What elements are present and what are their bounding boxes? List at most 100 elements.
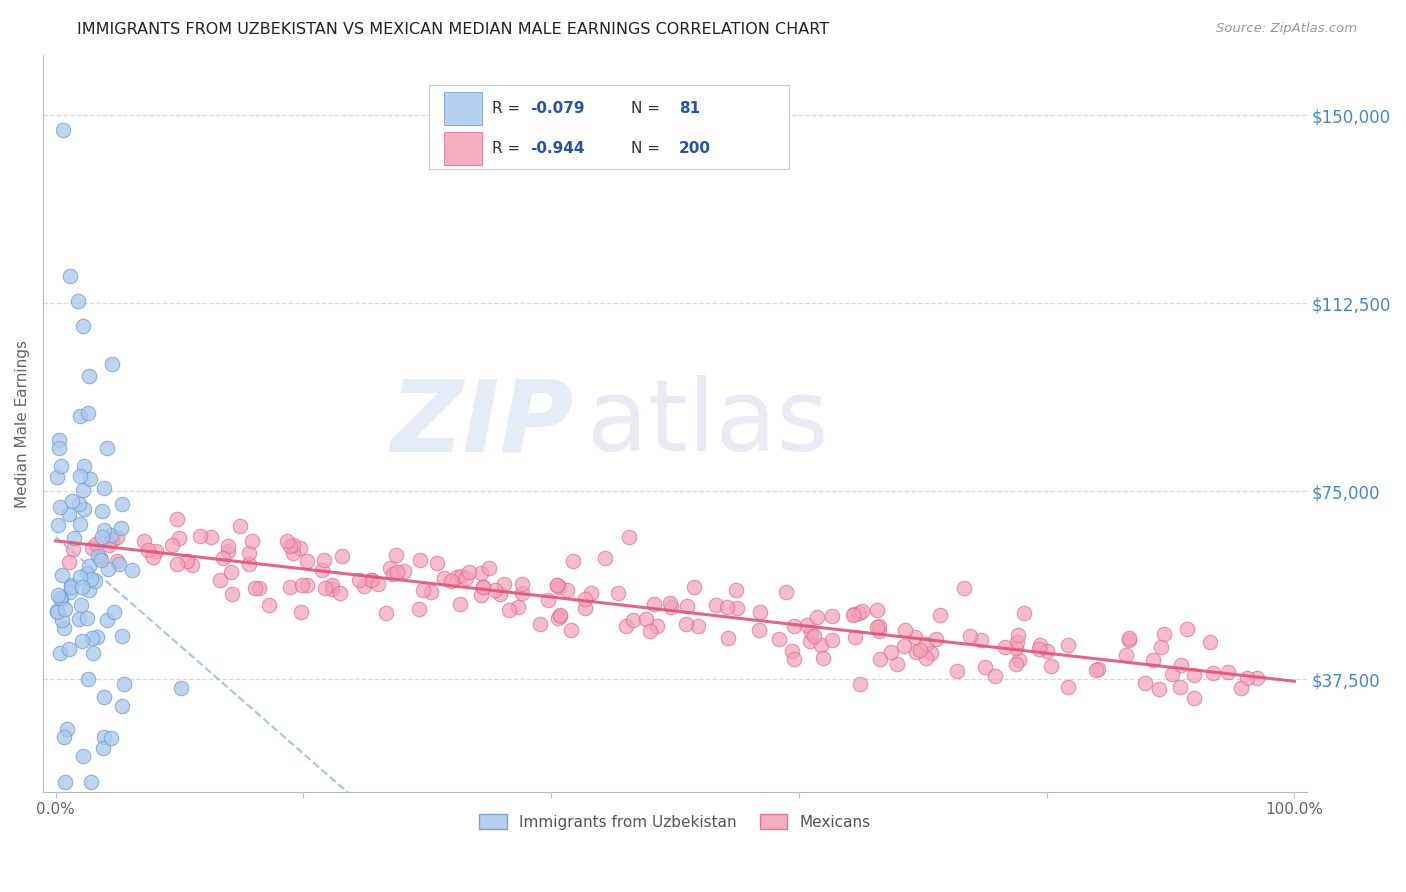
Point	[546, 578, 568, 592]
Point	[844, 630, 866, 644]
Point	[101, 533, 124, 547]
Point	[1236, 671, 1258, 685]
Point	[321, 578, 343, 592]
Point	[97, 562, 120, 576]
Point	[529, 617, 551, 632]
Point	[800, 624, 823, 639]
Point	[659, 599, 682, 614]
Point	[412, 582, 434, 597]
Point	[73, 458, 96, 473]
Point	[91, 740, 114, 755]
Point	[593, 550, 616, 565]
Point	[634, 612, 657, 626]
Point	[974, 659, 997, 673]
Point	[166, 558, 188, 572]
Point	[1142, 653, 1164, 667]
Point	[449, 597, 471, 611]
Point	[93, 481, 115, 495]
Point	[46, 517, 69, 532]
Point	[103, 605, 125, 619]
Point	[1229, 681, 1251, 696]
Point	[1118, 633, 1140, 648]
Point	[910, 643, 932, 657]
Point	[492, 577, 515, 591]
Point	[89, 551, 111, 566]
Point	[548, 608, 571, 623]
Point	[52, 621, 75, 635]
Point	[548, 580, 571, 594]
Point	[347, 573, 370, 587]
Point	[297, 578, 319, 592]
Point	[1012, 606, 1035, 620]
Point	[111, 699, 134, 714]
Point	[70, 580, 93, 594]
Point	[53, 601, 76, 615]
Point	[45, 470, 67, 484]
Point	[1118, 631, 1140, 645]
Point	[1005, 641, 1028, 656]
Point	[433, 571, 456, 585]
Point	[614, 619, 637, 633]
Point	[90, 553, 112, 567]
Text: IMMIGRANTS FROM UZBEKISTAN VS MEXICAN MEDIAN MALE EARNINGS CORRELATION CHART: IMMIGRANTS FROM UZBEKISTAN VS MEXICAN ME…	[77, 22, 830, 37]
Point	[1170, 657, 1192, 672]
Point	[959, 629, 981, 643]
Point	[645, 618, 668, 632]
Point	[80, 631, 103, 645]
Point	[952, 582, 974, 596]
Point	[211, 551, 233, 566]
Point	[69, 468, 91, 483]
Point	[617, 530, 640, 544]
Point	[72, 483, 94, 498]
Point	[893, 640, 915, 654]
Point	[200, 530, 222, 544]
Point	[994, 640, 1017, 655]
Point	[374, 606, 396, 620]
Point	[904, 630, 927, 644]
Point	[180, 558, 202, 573]
Bar	[444, 132, 482, 165]
Text: -0.944: -0.944	[530, 141, 583, 156]
Point	[138, 543, 160, 558]
Point	[46, 605, 69, 619]
Point	[46, 588, 69, 602]
Point	[76, 611, 98, 625]
Point	[67, 497, 90, 511]
Point	[121, 563, 143, 577]
Point	[97, 538, 120, 552]
Point	[91, 504, 114, 518]
Point	[63, 531, 86, 545]
Point	[782, 652, 804, 666]
Point	[229, 519, 252, 533]
Point	[484, 582, 506, 597]
Point	[813, 651, 835, 665]
Point	[450, 568, 472, 582]
Point	[970, 632, 993, 647]
Point	[360, 574, 382, 588]
Point	[59, 268, 82, 283]
Point	[283, 538, 305, 552]
Point	[841, 607, 863, 622]
Point	[1005, 657, 1028, 671]
Point	[621, 613, 644, 627]
Point	[1087, 662, 1109, 676]
Point	[1085, 663, 1108, 677]
Point	[848, 606, 870, 620]
Point	[100, 357, 122, 371]
Point	[1150, 640, 1173, 655]
Point	[866, 603, 889, 617]
Point	[93, 523, 115, 537]
Point	[446, 570, 468, 584]
Point	[869, 651, 891, 665]
Point	[59, 585, 82, 599]
Point	[49, 591, 72, 606]
Point	[59, 577, 82, 591]
Point	[1202, 665, 1225, 680]
Point	[868, 619, 890, 633]
Point	[276, 534, 298, 549]
Point	[408, 602, 430, 616]
Point	[1216, 665, 1239, 679]
Point	[385, 566, 408, 580]
Point	[454, 571, 477, 585]
Point	[547, 611, 569, 625]
